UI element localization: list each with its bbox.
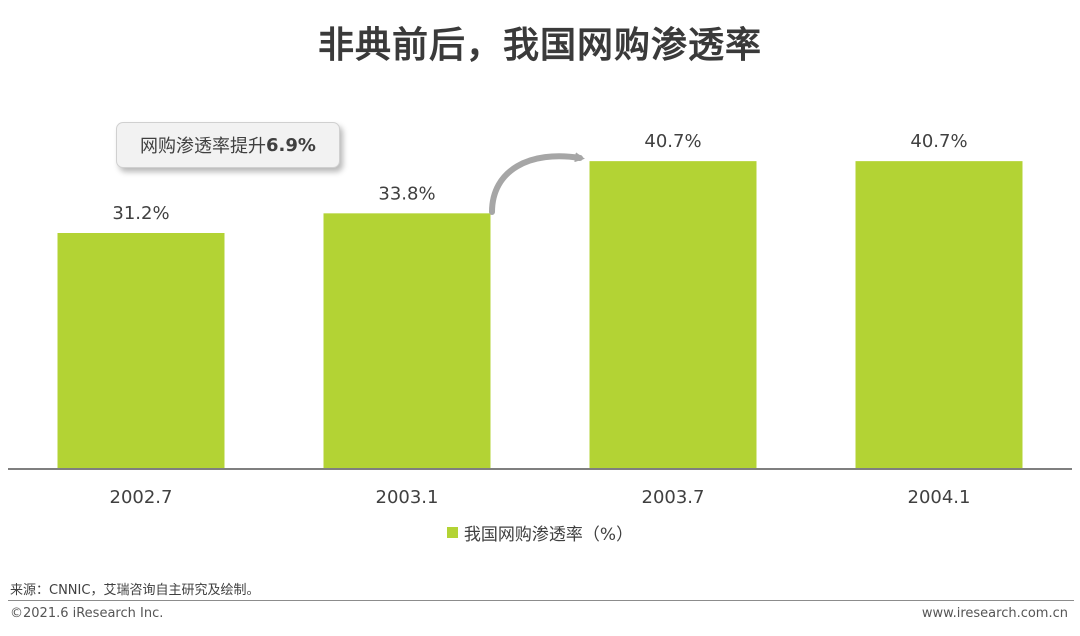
website: www.iresearch.com.cn xyxy=(921,606,1068,621)
legend-swatch xyxy=(446,527,458,538)
source-note: 来源：CNNIC，艾瑞咨询自主研究及绘制。 xyxy=(10,583,260,598)
data-label-2004.1: 40.7% xyxy=(910,131,967,152)
growth-arrow-icon xyxy=(489,152,585,215)
chart-title: 非典前后，我国网购渗透率 xyxy=(317,25,762,66)
legend: 我国网购渗透率（%） xyxy=(0,520,1080,545)
copyright: ©2021.6 iResearch Inc. xyxy=(10,606,164,621)
bar-2002.7 xyxy=(57,233,225,469)
callout-prefix: 网购渗透率提升 xyxy=(140,136,267,157)
bar-2003.1 xyxy=(323,213,491,469)
data-label-2003.1: 33.8% xyxy=(378,183,435,204)
legend-label: 我国网购渗透率（%） xyxy=(463,525,634,545)
x-tick-label-2004.1: 2004.1 xyxy=(908,487,971,508)
data-label-2003.7: 40.7% xyxy=(644,131,701,152)
x-tick-label-2003.1: 2003.1 xyxy=(376,487,439,508)
bar-2004.1 xyxy=(855,161,1023,469)
bar-2003.7 xyxy=(589,161,757,469)
callout-value: 6.9% xyxy=(266,134,316,156)
footer-divider xyxy=(8,600,1074,601)
x-tick-label-2002.7: 2002.7 xyxy=(110,487,173,508)
x-tick-label-2003.7: 2003.7 xyxy=(642,487,705,508)
growth-callout: 网购渗透率提升 6.9% xyxy=(116,122,340,168)
data-label-2002.7: 31.2% xyxy=(112,203,169,224)
